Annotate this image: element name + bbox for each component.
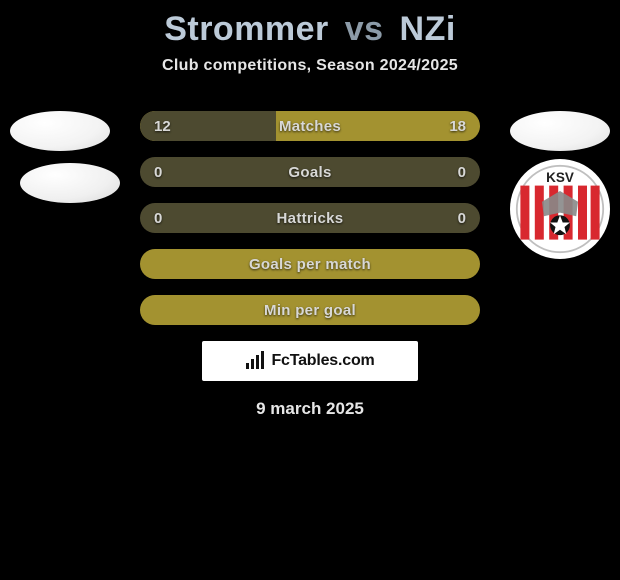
stat-row-mpg: Min per goal [140, 295, 480, 325]
stat-seg-left: 12 [140, 111, 276, 141]
ksv-badge-icon: KSV [515, 164, 605, 254]
main-area: KSV 12 18 Matches 0 Goals 0 0 Hattricks 0 Goals p… [0, 111, 620, 419]
player2-avatar [510, 111, 610, 151]
stat-row-gpm: Goals per match [140, 249, 480, 279]
attribution-badge[interactable]: FcTables.com [202, 341, 418, 381]
stat-row-hattricks: 0 Hattricks 0 [140, 203, 480, 233]
stat-value-left: 12 [154, 118, 178, 135]
stat-value-left: 0 [154, 210, 178, 227]
player1-name: Strommer [164, 10, 329, 48]
bar-chart-icon [245, 351, 265, 371]
page-title: Strommer vs NZi [0, 0, 620, 57]
player2-club-badge: KSV [510, 159, 610, 259]
attribution-text: FcTables.com [271, 352, 374, 370]
stats-panel: 12 18 Matches 0 Goals 0 0 Hattricks 0 Goals per m… [140, 111, 480, 325]
stat-row-matches: 12 18 Matches [140, 111, 480, 141]
player1-club-avatar [20, 163, 120, 203]
stat-value-right: 0 [442, 210, 466, 227]
player1-avatar [10, 111, 110, 151]
stat-value-left: 0 [154, 164, 178, 181]
stat-label: Goals per match [249, 256, 371, 273]
vs-text: vs [345, 10, 384, 48]
stat-value-right: 18 [442, 118, 466, 135]
stat-label: Matches [279, 118, 341, 135]
stat-row-goals: 0 Goals 0 [140, 157, 480, 187]
subtitle: Club competitions, Season 2024/2025 [0, 57, 620, 75]
stat-label: Goals [288, 164, 331, 181]
badge-text: KSV [546, 170, 574, 185]
stat-label: Min per goal [264, 302, 356, 319]
stat-value-right: 0 [442, 164, 466, 181]
date-text: 9 march 2025 [0, 399, 620, 419]
player2-name: NZi [400, 10, 456, 48]
stat-label: Hattricks [277, 210, 344, 227]
